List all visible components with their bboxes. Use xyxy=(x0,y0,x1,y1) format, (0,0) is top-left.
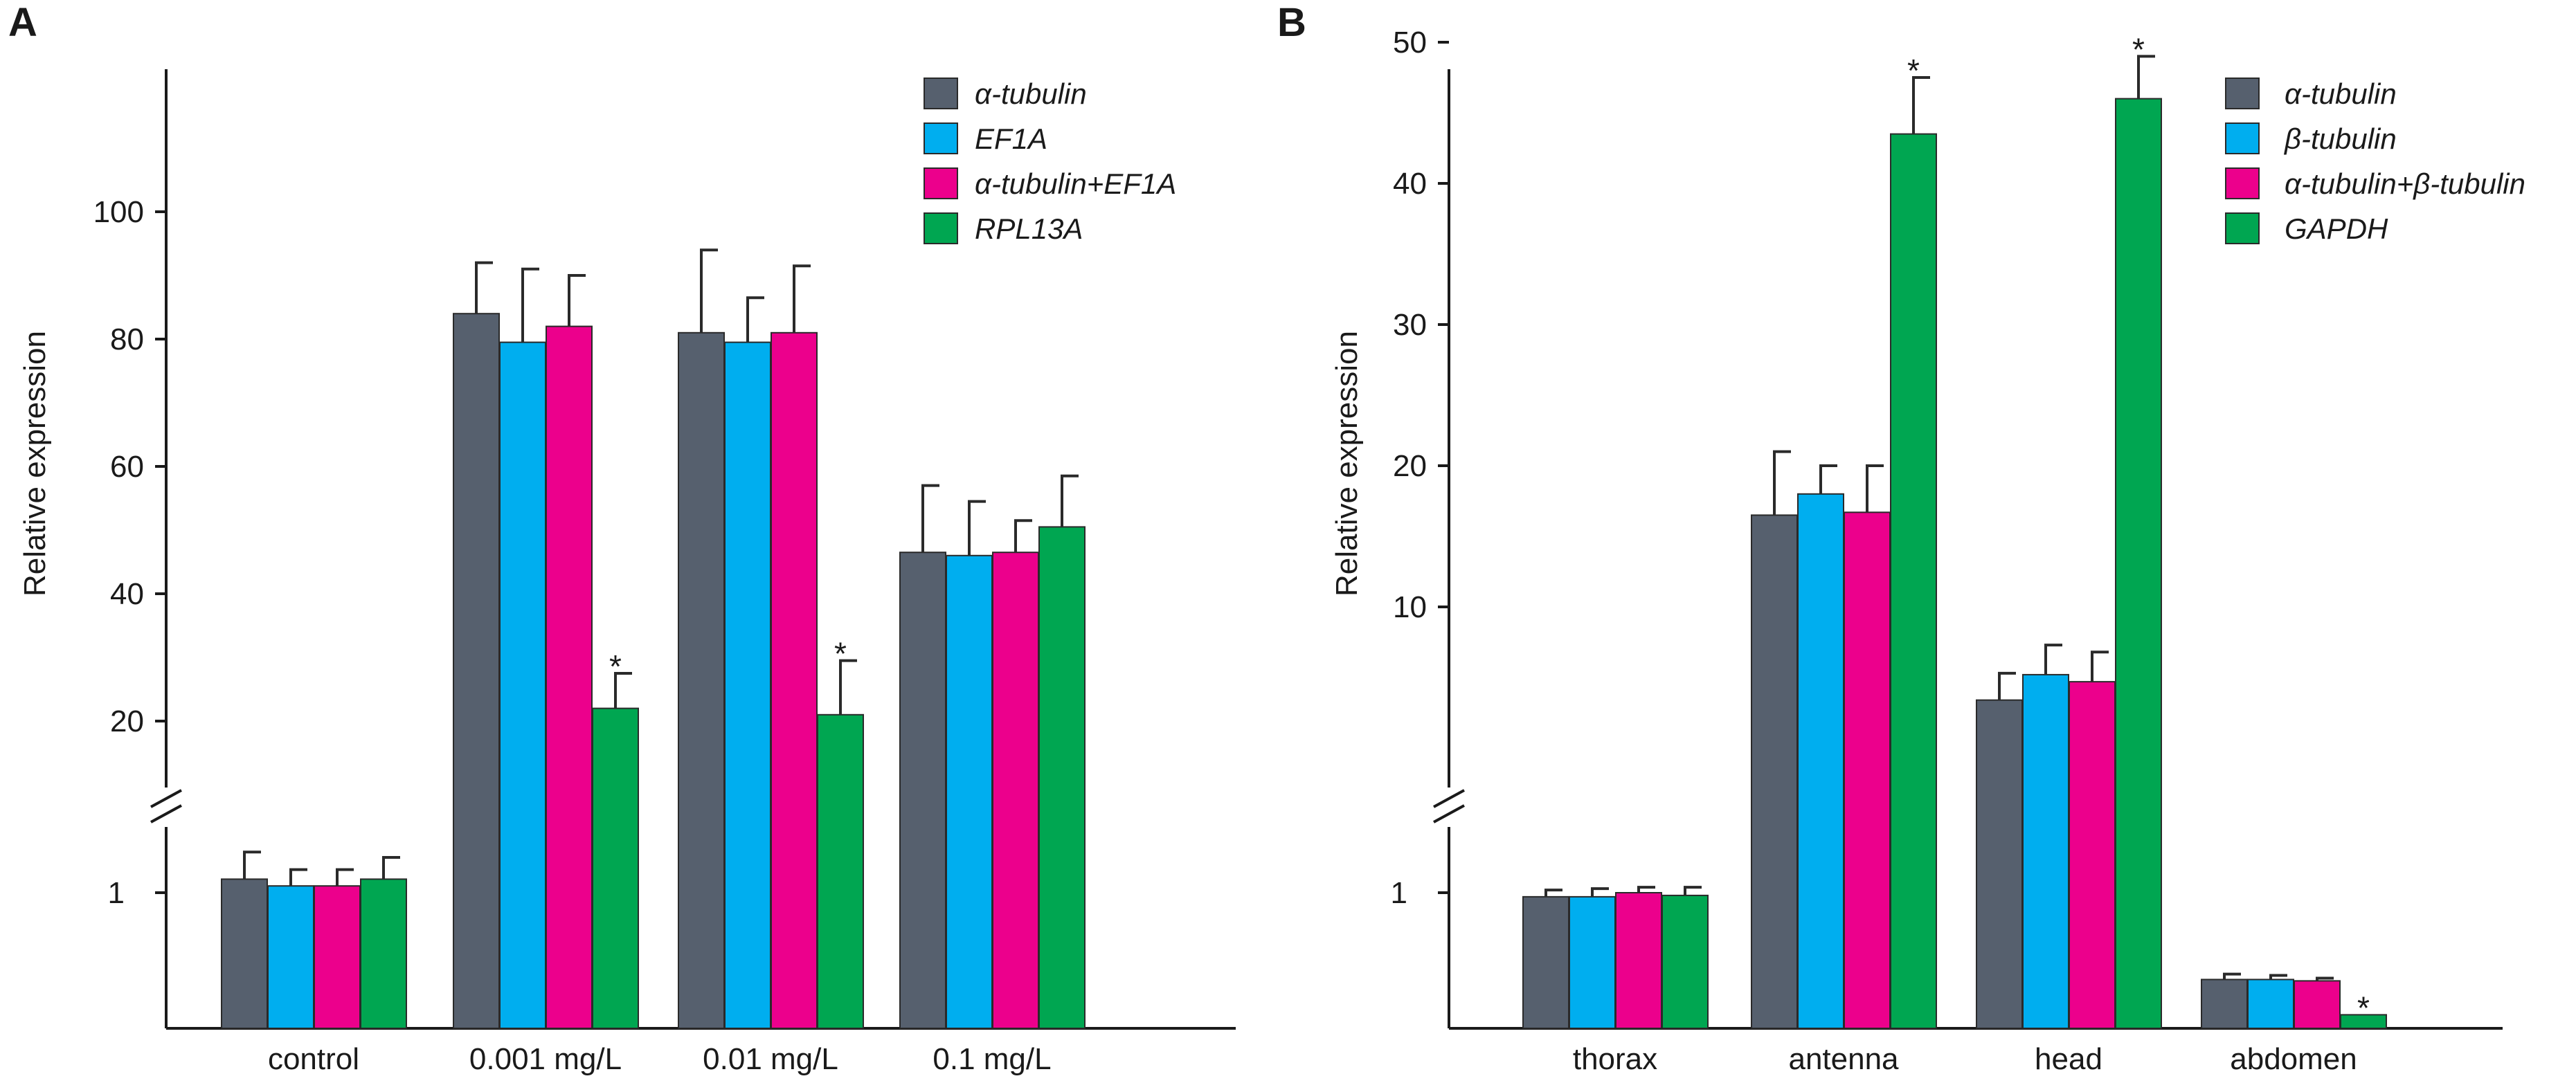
panel-a-bar xyxy=(546,325,593,1030)
panel-b-bar xyxy=(1569,895,1616,1029)
panel-b-legend-label: α-tubulin+β-tubulin xyxy=(2285,167,2525,200)
panel-b-bar xyxy=(1844,511,1891,1029)
panel-a-significance-star: * xyxy=(609,648,622,684)
panel-b-bar xyxy=(2069,681,2116,1029)
panel-a-bar xyxy=(360,878,407,1030)
panel-a-bar xyxy=(992,552,1039,1029)
panel-b-legend-swatch xyxy=(2225,167,2260,199)
panel-b-significance-star: * xyxy=(1907,53,1920,89)
panel-a-y-tick-label: 40 xyxy=(110,577,144,611)
panel-b-y-tick-label: 30 xyxy=(1393,308,1427,342)
panel-a-bar xyxy=(453,313,500,1030)
panel-a-axis-break-mark xyxy=(150,789,182,808)
panel-b-legend-swatch xyxy=(2225,78,2260,109)
panel-b-y-tick-label: 20 xyxy=(1393,449,1427,483)
panel-b-bar xyxy=(2294,980,2341,1030)
panel-a-bar xyxy=(499,341,546,1030)
panel-b-y-tick-label: 40 xyxy=(1393,167,1427,201)
panel-a-y-tick-label: 80 xyxy=(110,322,144,356)
panel-b-letter: B xyxy=(1277,0,1306,45)
panel-b-bar xyxy=(2201,979,2248,1029)
panel-a-bar xyxy=(592,707,639,1029)
panel-a-y-tick-label: 100 xyxy=(93,195,144,229)
panel-a-bar xyxy=(221,878,268,1030)
panel-a-legend-label: α-tubulin xyxy=(975,78,1087,110)
panel-a-bar xyxy=(946,554,993,1029)
panel-b-x-tick-label: abdomen xyxy=(2230,1042,2357,1076)
panel-b-axis-break-mark xyxy=(1433,789,1465,808)
panel-a-legend-swatch xyxy=(924,212,958,244)
panel-b-y-tick-label: 1 xyxy=(1391,876,1407,910)
panel-b-bar xyxy=(2340,1014,2387,1030)
panel-b-bar xyxy=(1976,699,2023,1029)
panel-a-bar xyxy=(267,885,314,1029)
panel-a-x-tick-label: 0.1 mg/L xyxy=(933,1042,1051,1076)
panel-b-legend-label: β-tubulin xyxy=(2283,122,2397,155)
panel-a-bar xyxy=(771,331,818,1029)
panel-a-x-tick-label: control xyxy=(268,1042,359,1076)
panel-a-letter: A xyxy=(8,0,37,45)
panel-b-legend-label: GAPDH xyxy=(2285,212,2388,245)
panel-b-bar xyxy=(2022,673,2069,1029)
panel-b-x-tick-label: thorax xyxy=(1573,1042,1657,1076)
panel-b-bar xyxy=(1890,133,1937,1030)
panel-a-x-tick-label: 0.001 mg/L xyxy=(469,1042,622,1076)
panel-a-y-axis-label: Relative expression xyxy=(18,331,52,597)
panel-a-bar xyxy=(899,552,946,1029)
panel-a-legend-swatch xyxy=(924,78,958,109)
panel-b-y-tick-label: 10 xyxy=(1393,590,1427,624)
panel-a-significance-star: * xyxy=(834,636,847,672)
panel-a-legend-label: EF1A xyxy=(975,122,1047,155)
panel-a-y-tick-label: 1 xyxy=(108,876,125,910)
panel-b-significance-star: * xyxy=(2132,31,2145,67)
panel-a-legend-label: RPL13A xyxy=(975,212,1083,245)
panel-a-y-tick-label: 60 xyxy=(110,450,144,484)
panel-b-bar xyxy=(1522,895,1569,1029)
panel-a-bar xyxy=(724,341,771,1030)
panel-a-bar xyxy=(817,713,864,1030)
panel-b-bar xyxy=(1661,894,1709,1030)
panel-a-legend-swatch xyxy=(924,167,958,199)
panel-a-legend-label: α-tubulin+EF1A xyxy=(975,167,1176,200)
panel-b-significance-star: * xyxy=(2357,990,2370,1026)
panel-a-y-tick-label: 20 xyxy=(110,704,144,738)
panel-a-bar xyxy=(1038,526,1086,1029)
panel-a-bar xyxy=(314,885,361,1029)
panel-b-bar xyxy=(2247,979,2294,1029)
panel-a-bar xyxy=(678,331,725,1029)
panel-a-x-tick-label: 0.01 mg/L xyxy=(703,1042,838,1076)
panel-a-legend-swatch xyxy=(924,122,958,154)
panel-b-legend-swatch xyxy=(2225,212,2260,244)
panel-b-x-tick-label: head xyxy=(2035,1042,2102,1076)
panel-b-legend-swatch xyxy=(2225,122,2260,154)
panel-b-x-tick-label: antenna xyxy=(1788,1042,1899,1076)
panel-b-bar xyxy=(1797,493,1844,1029)
panel-b-y-axis-label: Relative expression xyxy=(1330,331,1364,597)
panel-b-axis-break-mark xyxy=(1433,804,1465,823)
panel-b-legend-label: α-tubulin xyxy=(2285,78,2397,110)
panel-b-bar xyxy=(1751,514,1798,1029)
panel-b-bar xyxy=(1615,892,1662,1029)
panel-a-axis-break-mark xyxy=(150,804,182,823)
panel-b-bar xyxy=(2115,98,2162,1030)
panel-b-y-tick-label: 50 xyxy=(1393,26,1427,60)
